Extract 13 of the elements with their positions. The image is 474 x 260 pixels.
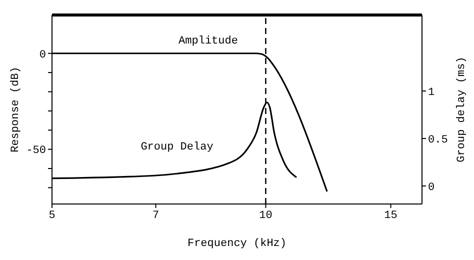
y-axis-title: Response (dB)	[10, 66, 22, 152]
x-axis-title: Frequency (kHz)	[187, 238, 287, 250]
x-tick-label: 7	[152, 210, 160, 222]
series-label: Amplitude	[178, 35, 238, 48]
x-tick-label: 5	[48, 210, 56, 222]
series-label: Group Delay	[140, 142, 214, 154]
y2-axis-title: Group delay (ms)	[456, 56, 468, 162]
x-tick-label: 10	[259, 210, 272, 222]
y2-tick-label: 0.5	[428, 134, 448, 146]
x-tick-label: 15	[384, 210, 398, 222]
y2-tick-label: 0	[428, 182, 435, 194]
y-tick-label: -50	[26, 145, 46, 158]
y2-tick-label: 1	[428, 86, 435, 99]
